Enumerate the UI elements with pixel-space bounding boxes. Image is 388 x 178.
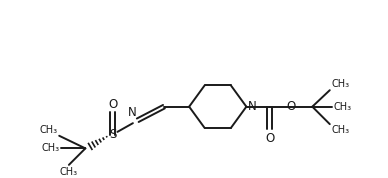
Text: N: N (248, 100, 257, 113)
Text: N: N (128, 106, 137, 119)
Text: CH₃: CH₃ (39, 125, 57, 135)
Text: S: S (109, 128, 116, 141)
Text: O: O (286, 100, 296, 113)
Text: O: O (265, 132, 274, 145)
Text: CH₃: CH₃ (332, 125, 350, 135)
Text: CH₃: CH₃ (41, 143, 59, 153)
Text: O: O (108, 98, 117, 111)
Text: CH₃: CH₃ (334, 102, 352, 112)
Text: CH₃: CH₃ (60, 167, 78, 177)
Text: CH₃: CH₃ (332, 79, 350, 89)
